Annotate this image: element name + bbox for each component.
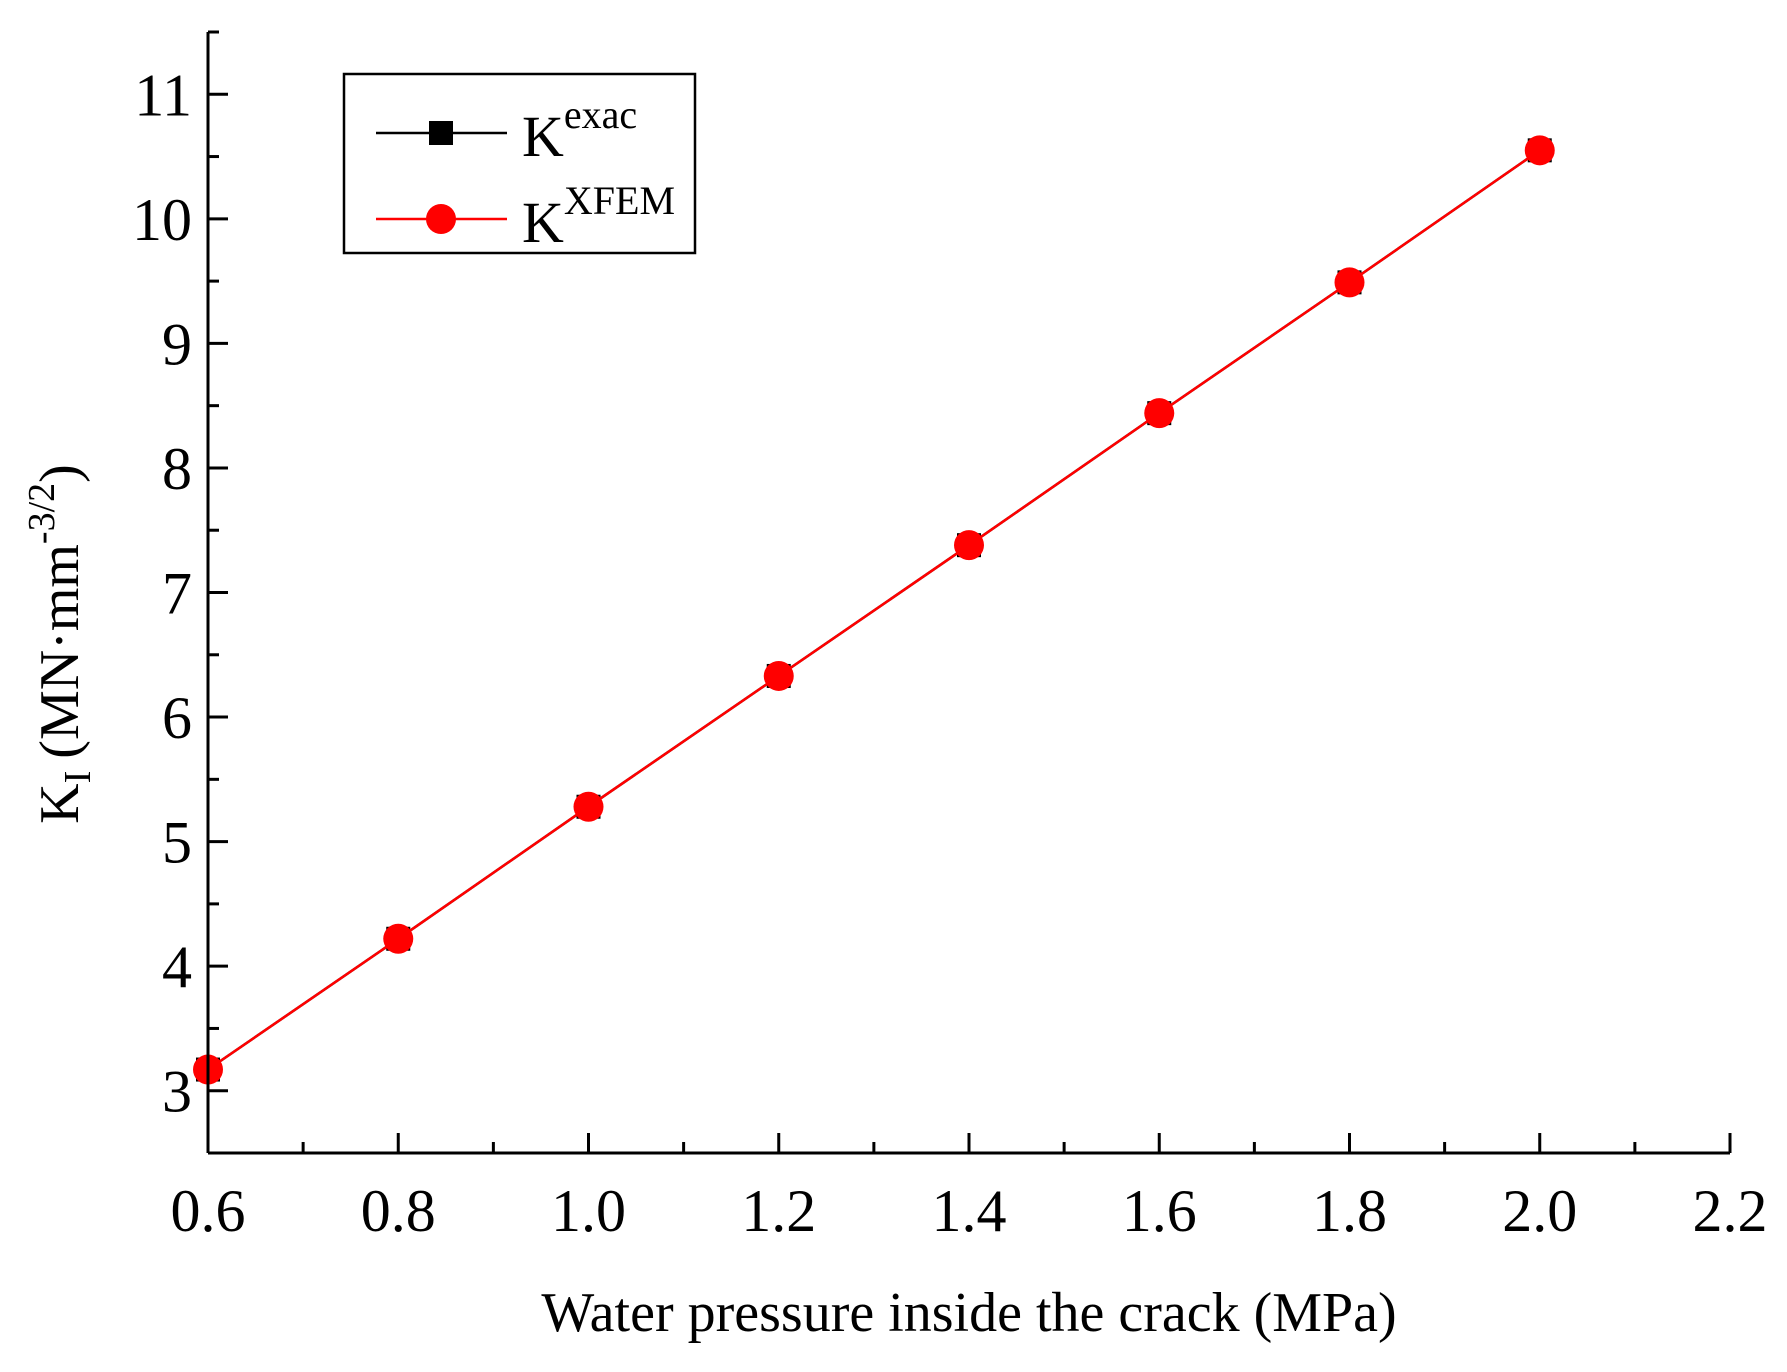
tick-labels-layer: 0.6 0.8 1.0 1.2 1.4 1.6 1.8 2.0 2.2 3 4 5 6 7 8 9 10 11	[132, 62, 1768, 1244]
legend-label-xfem-sup: XFEM	[564, 178, 675, 223]
legend-label-xfem-base: K	[522, 190, 564, 255]
y-tick-label: 4	[162, 934, 192, 1000]
y-tick-label: 10	[132, 187, 192, 253]
legend-label-exac: Kexac	[522, 92, 637, 169]
y-tick-label: 8	[162, 436, 192, 502]
ticks-layer	[206, 30, 1732, 1155]
legend-box	[342, 72, 697, 255]
x-tick-label: 0.6	[171, 1178, 246, 1244]
series-line-xfem	[207, 149, 1541, 1071]
legend-square-marker	[429, 121, 453, 145]
x-tick-label: 2.0	[1502, 1178, 1577, 1244]
y-tick-label: 11	[134, 62, 192, 128]
data-point-xfem	[1524, 135, 1555, 166]
legend-label-exac-sup: exac	[564, 92, 637, 137]
data-point-xfem	[1334, 267, 1365, 298]
legend-entry-xfem: KXFEM	[376, 178, 675, 255]
y-axis-label-unit-close: )	[29, 464, 91, 483]
x-tick-label: 1.6	[1122, 1178, 1197, 1244]
y-axis-label-unit-open: (MN·mm	[29, 544, 91, 759]
x-tick-label: 0.8	[361, 1178, 436, 1244]
y-tick-label: 7	[162, 561, 192, 627]
y-axis-label-base: K	[29, 783, 91, 823]
x-tick-label: 1.8	[1312, 1178, 1387, 1244]
data-point-xfem	[954, 530, 984, 561]
x-tick-label: 1.0	[551, 1178, 626, 1244]
y-tick-label: 3	[162, 1059, 192, 1125]
y-axis-label-subscript: I	[57, 771, 99, 784]
legend-label-exac-base: K	[522, 104, 564, 169]
legend-entry-exac: Kexac	[376, 92, 637, 169]
x-axis-label: Water pressure inside the crack (MPa)	[541, 1282, 1396, 1344]
x-tick-label: 1.2	[741, 1178, 816, 1244]
data-point-xfem	[763, 660, 794, 691]
y-axis-label: KI (MN·mm-3/2)	[21, 464, 99, 824]
legend: Kexac KXFEM	[342, 72, 697, 255]
y-tick-label: 5	[162, 810, 192, 876]
data-point-xfem	[1144, 398, 1175, 429]
data-point-xfem	[573, 791, 604, 822]
y-tick-label: 6	[162, 685, 192, 751]
legend-label-xfem: KXFEM	[522, 178, 675, 255]
legend-circle-marker	[426, 204, 456, 234]
x-tick-label: 1.4	[932, 1178, 1007, 1244]
data-point-xfem	[383, 923, 414, 954]
y-tick-label: 9	[162, 311, 192, 377]
y-axis-label-superscript: -3/2	[21, 483, 63, 544]
x-tick-label: 2.2	[1693, 1178, 1768, 1244]
